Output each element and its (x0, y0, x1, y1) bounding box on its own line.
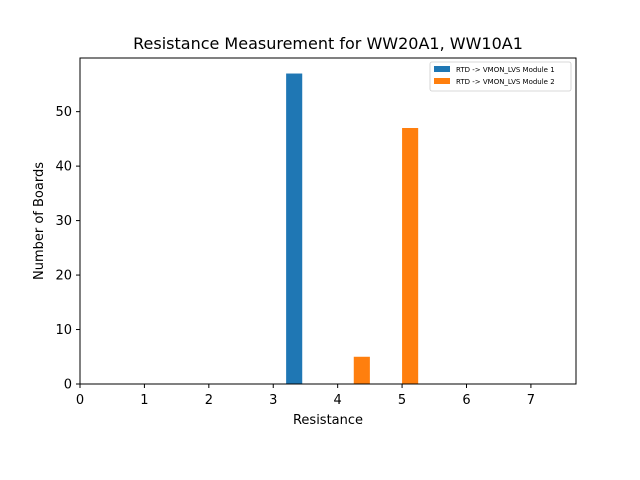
x-tick-label: 4 (334, 393, 342, 408)
x-tick-label: 3 (269, 393, 277, 408)
y-tick-label: 40 (55, 160, 72, 175)
bars-layer (286, 73, 419, 385)
y-tick-label: 30 (55, 214, 72, 229)
legend-swatch-1 (434, 66, 450, 72)
y-axis-label: Number of Boards (32, 162, 47, 280)
bar-series-2-1 (353, 356, 370, 384)
legend-swatch-2 (434, 78, 450, 84)
x-axis-label: Resistance (293, 413, 363, 428)
bar-series-2-2 (402, 127, 419, 384)
y-tick-label: 20 (55, 269, 72, 284)
legend-box (429, 61, 572, 92)
x-tick-label: 6 (462, 393, 470, 408)
x-tick-label: 1 (140, 393, 148, 408)
bar-series-1-1 (286, 73, 303, 385)
y-axis: 0 10 20 30 40 50 (55, 105, 80, 393)
x-tick-label: 5 (398, 393, 406, 408)
x-tick-label: 2 (205, 393, 213, 408)
y-tick-label: 0 (64, 378, 72, 393)
legend-label-2: RTD -> VMON_LVS Module 2 (456, 78, 555, 86)
y-tick-label: 10 (55, 323, 72, 338)
x-axis: 0 1 2 3 4 5 6 7 (76, 384, 535, 408)
x-tick-label: 0 (76, 393, 84, 408)
y-tick-label: 50 (55, 105, 72, 120)
plot-frame (79, 57, 577, 385)
legend-label-1: RTD -> VMON_LVS Module 1 (456, 66, 555, 74)
x-tick-label: 7 (527, 393, 535, 408)
chart-title: Resistance Measurement for WW20A1, WW10A… (133, 34, 523, 53)
legend: RTD -> VMON_LVS Module 1 RTD -> VMON_LVS … (429, 61, 572, 92)
